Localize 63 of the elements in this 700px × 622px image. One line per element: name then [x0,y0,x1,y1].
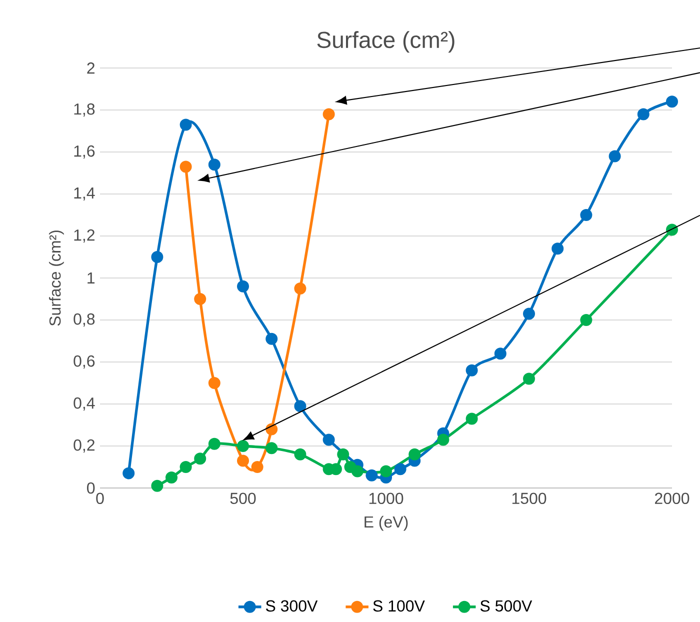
x-tick-label: 2000 [655,492,690,504]
x-tick-label: 0 [96,492,104,504]
point [394,463,406,476]
y-tick-label: 0,6 [74,355,95,369]
point [194,452,206,465]
point [165,472,178,484]
y-tick-label: 1,6 [74,145,95,159]
point [322,434,335,446]
point [151,250,164,264]
point [523,308,536,320]
point [237,440,250,452]
point [408,448,421,460]
y-axis-title: Surface (cm²) [48,230,64,326]
point [294,282,306,294]
y-tick-label: 0,2 [74,439,94,453]
legend-label: S 500V [480,600,532,612]
point [366,469,378,482]
point [322,108,335,120]
point [637,108,650,120]
legend-label: S 100V [373,600,425,612]
point [180,461,192,473]
point [266,442,278,454]
point [122,467,135,480]
point [180,118,192,131]
point [208,438,220,450]
point [580,314,592,326]
point [666,96,678,108]
x-tick-label: 1000 [369,492,404,504]
point [251,461,264,473]
point [466,412,478,425]
point [523,372,536,385]
chart-title: Surface (cm²) [317,31,454,53]
point [294,400,306,412]
point [494,348,506,360]
y-tick-label: 0,8 [74,313,95,327]
x-tick-label: 1500 [512,492,546,504]
x-tick-label: 500 [230,492,256,504]
point [580,208,592,222]
point [208,377,220,390]
point [337,448,350,460]
point [208,158,220,171]
y-tick-label: 1,4 [74,187,95,201]
y-tick-label: 1,2 [74,229,94,243]
point [294,448,306,460]
point [237,280,250,292]
point [151,480,164,492]
point [437,434,450,446]
point [180,160,192,173]
y-tick-label: 2 [87,62,94,74]
y-tick-label: 0 [87,482,95,494]
point [351,465,364,478]
point [552,242,564,255]
point [237,454,250,467]
y-tick-label: 1 [88,272,95,284]
y-tick-label: 0,4 [74,397,95,411]
x-axis-title: E (eV) [364,516,408,531]
point [266,332,278,345]
point [194,292,206,306]
point [608,150,621,162]
point [380,465,392,478]
y-tick-label: 1,8 [74,103,95,117]
point [466,364,478,376]
legend-label: S 300V [266,600,318,612]
